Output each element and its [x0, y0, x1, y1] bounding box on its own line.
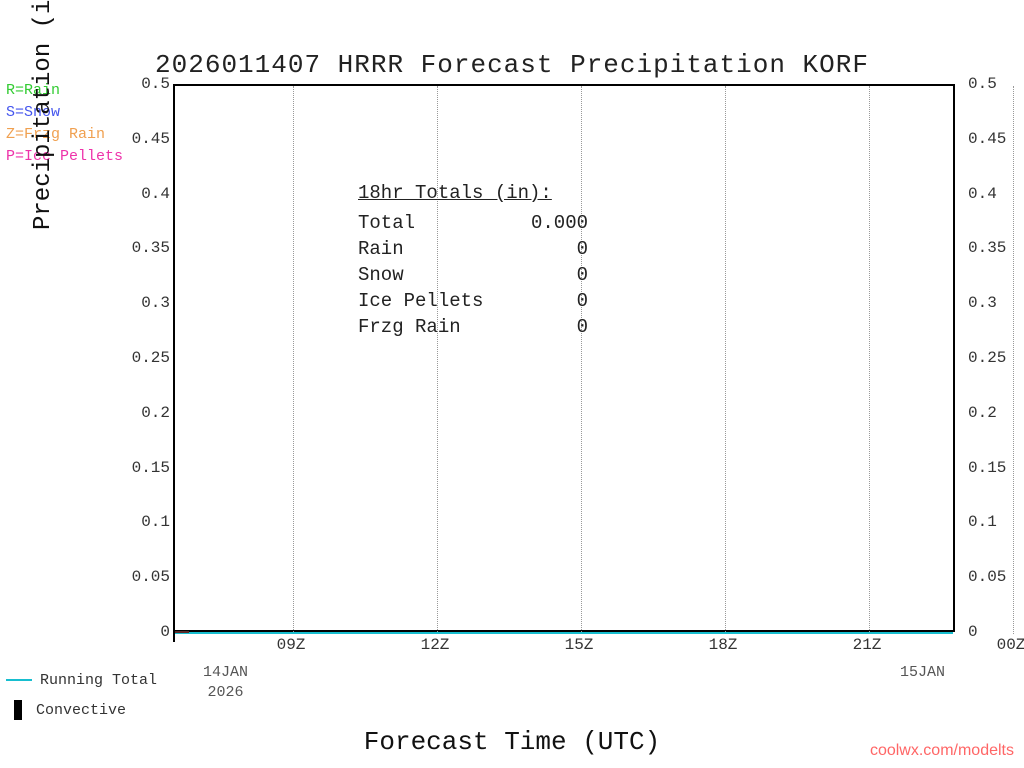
gridline-15z — [581, 86, 582, 634]
chart-container: 2026011407 HRRR Forecast Precipitation K… — [0, 0, 1024, 768]
x-axis-end-date: 15JAN — [900, 663, 945, 683]
plot-area: 18hr Totals (in): Total 0.000 Rain 0 Sno… — [173, 84, 955, 632]
totals-row-snow: Snow 0 — [358, 262, 588, 288]
gridline-09z — [293, 86, 294, 634]
gridline-12z — [437, 86, 438, 634]
x-axis-labels: 09Z 12Z 15Z 18Z 21Z 00Z — [173, 636, 955, 676]
running-total-swatch — [6, 679, 32, 681]
totals-row-rain: Rain 0 — [358, 236, 588, 262]
gridline-18z — [725, 86, 726, 634]
convective-swatch — [14, 700, 22, 720]
totals-box: 18hr Totals (in): Total 0.000 Rain 0 Sno… — [358, 180, 588, 340]
x-axis-start-date: 14JAN 2026 — [203, 663, 248, 703]
legend-convective: Convective — [6, 695, 157, 725]
bottom-legend: Running Total Convective — [6, 665, 157, 725]
convective-marker — [175, 631, 189, 633]
y-axis-title: Precipitation (in) — [30, 0, 57, 230]
totals-row-icepellets: Ice Pellets 0 — [358, 288, 588, 314]
totals-row-frzgrain: Frzg Rain 0 — [358, 314, 588, 340]
watermark-text: coolwx.com/modelts — [870, 742, 1014, 760]
running-total-line — [175, 632, 953, 634]
totals-row-total: Total 0.000 — [358, 210, 588, 236]
legend-running-total: Running Total — [6, 665, 157, 695]
y-axis-labels-right: 0.5 0.45 0.4 0.35 0.3 0.25 0.2 0.15 0.1 … — [960, 84, 1020, 632]
gridline-21z — [869, 86, 870, 634]
y-axis-labels-left: 0.5 0.45 0.4 0.35 0.3 0.25 0.2 0.15 0.1 … — [95, 84, 170, 632]
